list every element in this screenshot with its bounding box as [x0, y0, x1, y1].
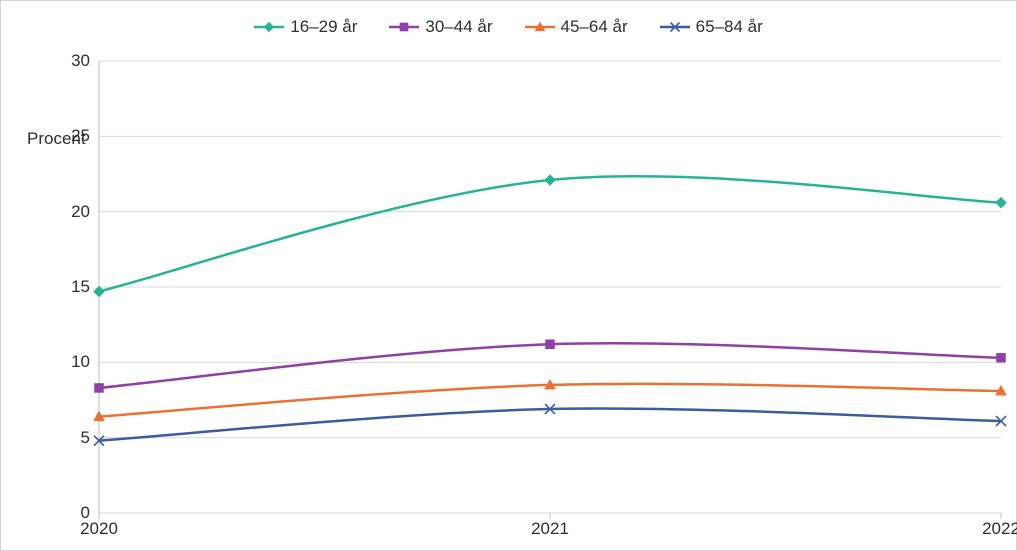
legend-swatch-0 — [254, 22, 284, 32]
y-tick-label: 5 — [50, 428, 90, 448]
x-tick-label: 2021 — [531, 519, 569, 539]
y-tick-label: 20 — [50, 202, 90, 222]
legend-label-0: 16–29 år — [290, 17, 357, 37]
y-tick-label: 25 — [50, 126, 90, 146]
x-tick-label: 2020 — [80, 519, 118, 539]
y-tick-label: 30 — [50, 51, 90, 71]
legend: 16–29 år 30–44 år 45–64 år 65–84 år — [1, 17, 1016, 37]
legend-item-2: 45–64 år — [525, 17, 628, 37]
legend-label-1: 30–44 år — [425, 17, 492, 37]
legend-swatch-1 — [389, 22, 419, 32]
y-tick-label: 15 — [50, 277, 90, 297]
legend-item-3: 65–84 år — [660, 17, 763, 37]
legend-label-3: 65–84 år — [696, 17, 763, 37]
legend-item-1: 30–44 år — [389, 17, 492, 37]
legend-item-0: 16–29 år — [254, 17, 357, 37]
legend-swatch-3 — [660, 22, 690, 32]
legend-label-2: 45–64 år — [561, 17, 628, 37]
x-tick-label: 2022 — [982, 519, 1017, 539]
plot-area — [99, 61, 1001, 513]
y-tick-label: 10 — [50, 352, 90, 372]
chart-frame: 16–29 år 30–44 år 45–64 år 65–84 år Proc… — [0, 0, 1017, 551]
plot-svg — [99, 61, 1001, 513]
legend-swatch-2 — [525, 22, 555, 32]
